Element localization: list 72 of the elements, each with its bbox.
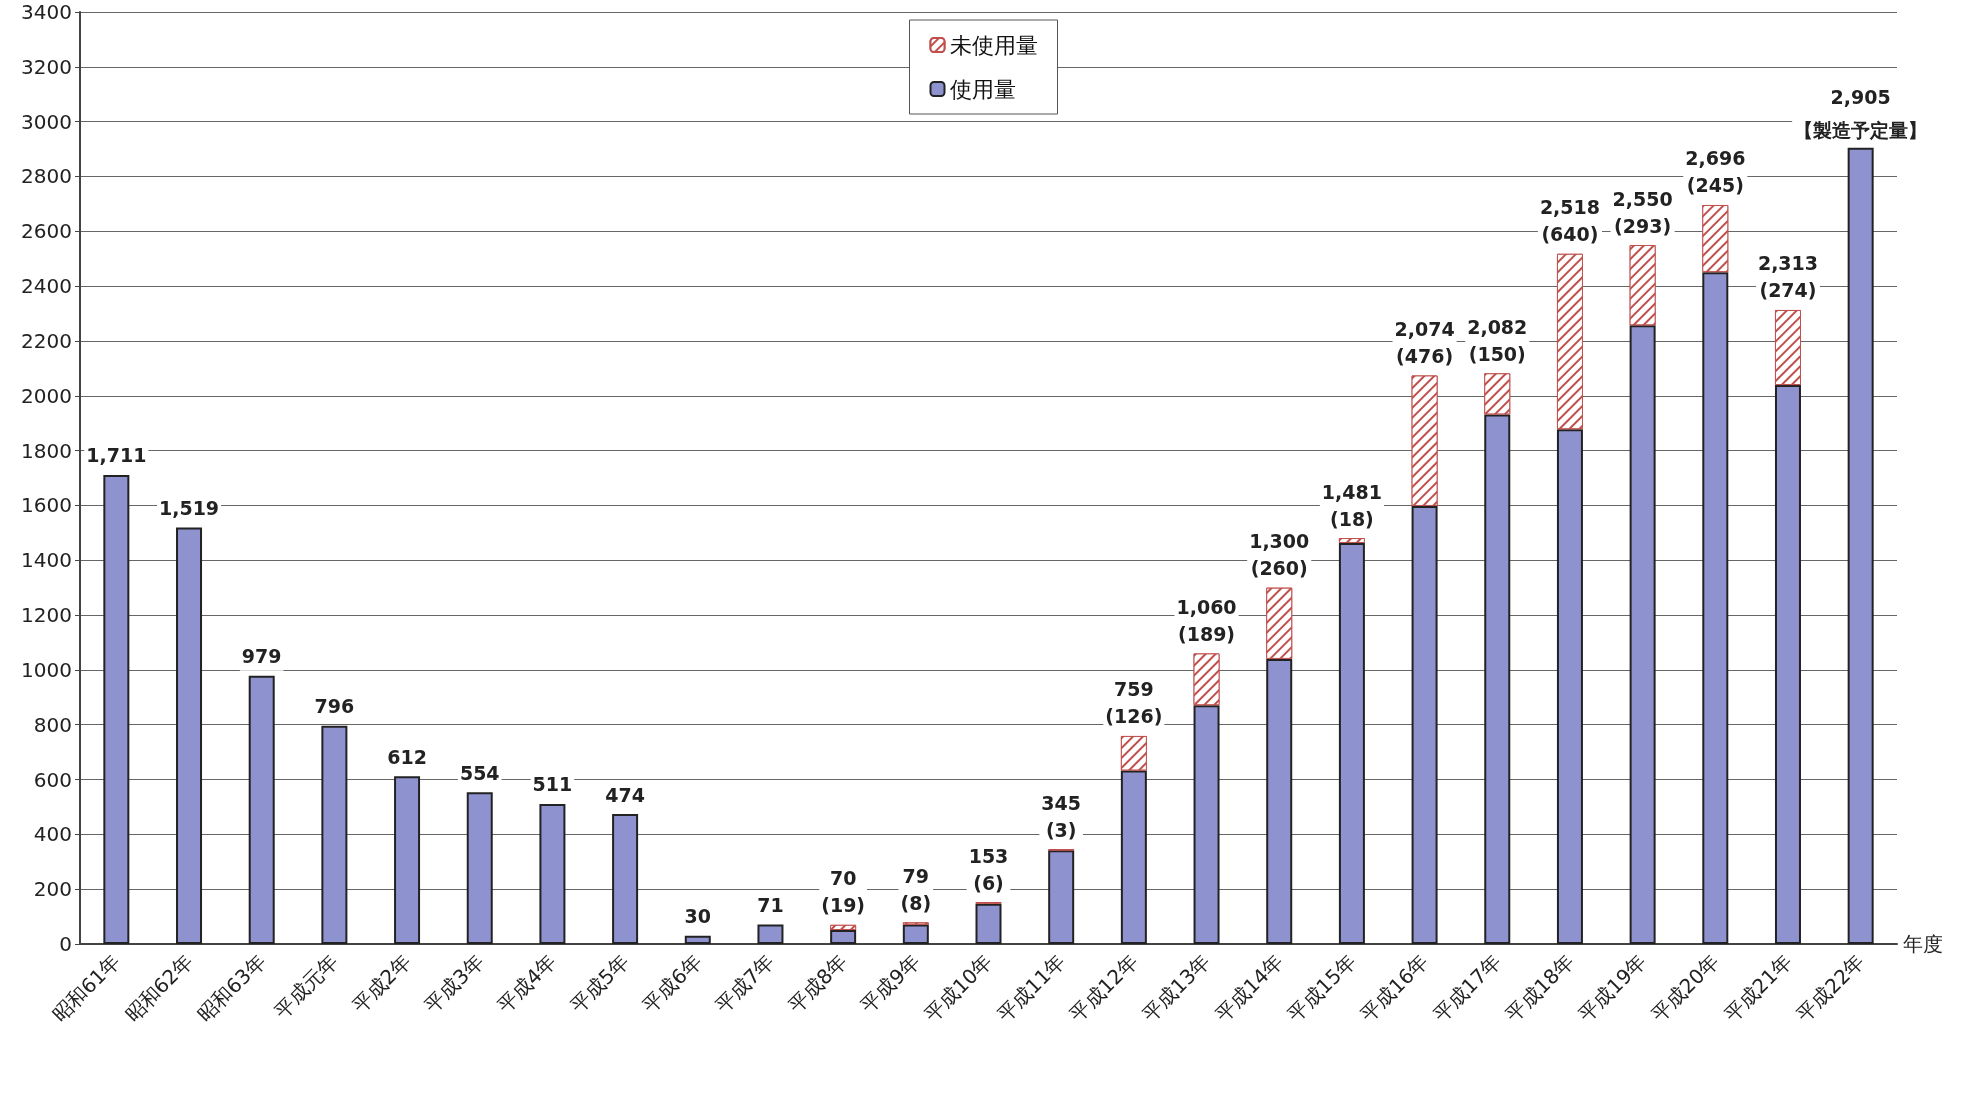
x-axis-title: 年度 bbox=[1903, 932, 1943, 956]
x-tick-label: 平成7年 bbox=[710, 949, 779, 1018]
data-label: (6) bbox=[973, 871, 1004, 894]
x-tick-label: 平成10年 bbox=[919, 949, 997, 1027]
y-tick-label: 1600 bbox=[21, 493, 72, 518]
total-label: 1,519 bbox=[158, 497, 220, 520]
x-tick-label: 平成元年 bbox=[269, 949, 343, 1024]
total-label: 70 bbox=[829, 867, 857, 890]
y-tick-label: 1000 bbox=[21, 657, 72, 682]
total-label: 511 bbox=[532, 773, 573, 796]
annotation: 【製造予定量】 bbox=[1794, 119, 1928, 142]
y-tick-label: 1200 bbox=[21, 603, 72, 628]
total-label: 474 bbox=[605, 783, 645, 806]
data-label: (245) bbox=[1686, 174, 1744, 197]
data-label: (189) bbox=[1178, 622, 1236, 645]
y-tick-label: 600 bbox=[33, 767, 72, 792]
y-tick-label: 2600 bbox=[21, 219, 72, 244]
total-label: 345 bbox=[1041, 791, 1082, 814]
y-tick-label: 800 bbox=[33, 712, 72, 737]
y-tick-label: 3400 bbox=[21, 0, 72, 24]
x-tick-label: 平成8年 bbox=[783, 949, 852, 1018]
total-label: 2,082 bbox=[1467, 315, 1528, 338]
total-label: 554 bbox=[459, 761, 500, 784]
total-label: 759 bbox=[1114, 678, 1154, 701]
data-label: (640) bbox=[1541, 223, 1599, 246]
data-label: (3) bbox=[1045, 818, 1077, 841]
y-tick-label: 2200 bbox=[21, 328, 72, 353]
x-tick-label: 平成6年 bbox=[637, 949, 707, 1018]
total-label: 30 bbox=[684, 905, 712, 928]
data-label: (476) bbox=[1396, 344, 1454, 367]
data-label: (293) bbox=[1614, 214, 1672, 237]
total-label: 2,696 bbox=[1685, 147, 1746, 170]
y-tick-label: 3000 bbox=[21, 109, 72, 134]
data-label: (8) bbox=[900, 891, 932, 914]
total-label: 2,518 bbox=[1539, 196, 1600, 219]
x-tick-label: 平成4年 bbox=[492, 949, 561, 1018]
legend-label: 使用量 bbox=[949, 76, 1016, 102]
x-tick-label: 平成22年 bbox=[1791, 949, 1870, 1027]
total-label: 796 bbox=[314, 695, 355, 718]
data-label: (150) bbox=[1468, 342, 1526, 365]
total-label: 1,300 bbox=[1249, 530, 1310, 553]
total-label: 1,711 bbox=[86, 444, 147, 467]
data-label: (260) bbox=[1250, 557, 1308, 580]
y-tick-label: 0 bbox=[59, 932, 72, 956]
total-label: 2,074 bbox=[1394, 317, 1455, 340]
y-tick-label: 3200 bbox=[21, 54, 72, 79]
y-tick-label: 200 bbox=[33, 877, 72, 902]
y-tick-label: 2800 bbox=[21, 164, 72, 189]
y-tick-label: 1800 bbox=[21, 438, 72, 463]
data-label: (18) bbox=[1329, 507, 1374, 530]
x-tick-label: 平成3年 bbox=[419, 949, 489, 1018]
total-label: 2,313 bbox=[1757, 252, 1819, 275]
legend-label: 未使用量 bbox=[949, 32, 1038, 58]
data-label: (126) bbox=[1105, 705, 1163, 728]
x-tick-label: 平成20年 bbox=[1646, 949, 1724, 1027]
y-tick-label: 400 bbox=[33, 822, 72, 847]
total-label: 1,060 bbox=[1176, 595, 1237, 618]
total-label: 2,550 bbox=[1612, 187, 1673, 210]
total-label: 2,905 bbox=[1830, 86, 1891, 109]
x-tick-label: 平成5年 bbox=[565, 949, 634, 1018]
data-label: (19) bbox=[821, 894, 866, 917]
y-tick-label: 1400 bbox=[21, 548, 72, 573]
total-label: 79 bbox=[902, 864, 930, 887]
y-tick-label: 2000 bbox=[21, 383, 72, 408]
total-label: 612 bbox=[387, 745, 427, 768]
data-label: (274) bbox=[1759, 279, 1817, 302]
x-tick-label: 平成2年 bbox=[347, 949, 416, 1018]
total-label: 1,481 bbox=[1321, 480, 1382, 503]
total-label: 153 bbox=[968, 844, 1009, 867]
total-label: 71 bbox=[757, 894, 784, 917]
total-label: 979 bbox=[241, 645, 282, 668]
y-tick-label: 2400 bbox=[21, 274, 72, 299]
